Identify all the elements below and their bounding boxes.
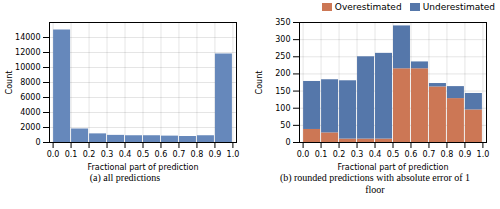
svg-text:0.7: 0.7 bbox=[172, 150, 185, 159]
svg-text:350: 350 bbox=[275, 18, 290, 27]
svg-text:0.4: 0.4 bbox=[118, 150, 131, 159]
svg-text:0: 0 bbox=[285, 138, 290, 147]
svg-text:12000: 12000 bbox=[15, 48, 40, 57]
svg-text:0.3: 0.3 bbox=[100, 150, 113, 159]
svg-text:0.4: 0.4 bbox=[368, 150, 381, 159]
svg-text:0.9: 0.9 bbox=[458, 150, 471, 159]
svg-text:250: 250 bbox=[275, 52, 290, 61]
svg-text:10000: 10000 bbox=[15, 63, 40, 72]
svg-text:0.2: 0.2 bbox=[82, 150, 95, 159]
svg-text:0.9: 0.9 bbox=[208, 150, 221, 159]
svg-text:Count: Count bbox=[5, 71, 14, 95]
svg-text:200: 200 bbox=[275, 69, 290, 78]
svg-text:1.0: 1.0 bbox=[476, 150, 489, 159]
svg-text:50: 50 bbox=[280, 121, 290, 130]
svg-text:0.1: 0.1 bbox=[64, 150, 77, 159]
svg-text:0.8: 0.8 bbox=[190, 150, 203, 159]
svg-text:0.5: 0.5 bbox=[136, 150, 149, 159]
svg-text:4000: 4000 bbox=[20, 108, 40, 117]
html-text:(a) all predictions: (a) all predictions bbox=[89, 172, 161, 183]
svg-text:14000: 14000 bbox=[15, 33, 40, 42]
svg-text:Fractional part of prediction: Fractional part of prediction bbox=[337, 163, 448, 172]
svg-text:0.5: 0.5 bbox=[386, 150, 399, 159]
svg-text:0.3: 0.3 bbox=[350, 150, 363, 159]
svg-text:0.8: 0.8 bbox=[440, 150, 453, 159]
svg-text:150: 150 bbox=[275, 87, 290, 96]
svg-text:0.0: 0.0 bbox=[296, 150, 309, 159]
svg-text:2000: 2000 bbox=[20, 123, 40, 132]
svg-text:0.6: 0.6 bbox=[404, 150, 417, 159]
svg-text:0.2: 0.2 bbox=[332, 150, 345, 159]
svg-text:0.0: 0.0 bbox=[46, 150, 59, 159]
svg-text:100: 100 bbox=[275, 104, 290, 113]
svg-text:0: 0 bbox=[35, 138, 40, 147]
html-text:(b) rounded predictions with a: (b) rounded predictions with absolute er… bbox=[279, 172, 471, 195]
svg-text:Fractional part of prediction: Fractional part of prediction bbox=[87, 163, 198, 172]
svg-text:0.7: 0.7 bbox=[422, 150, 435, 159]
svg-text:0.6: 0.6 bbox=[154, 150, 167, 159]
html-text:Underestimated: Underestimated bbox=[422, 2, 495, 12]
svg-text:300: 300 bbox=[275, 35, 290, 44]
html-text:Overestimated: Overestimated bbox=[334, 2, 402, 12]
svg-text:1.0: 1.0 bbox=[226, 150, 239, 159]
svg-text:0.1: 0.1 bbox=[314, 150, 327, 159]
svg-text:8000: 8000 bbox=[20, 78, 40, 87]
svg-text:Count: Count bbox=[255, 71, 264, 95]
svg-text:6000: 6000 bbox=[20, 93, 40, 102]
